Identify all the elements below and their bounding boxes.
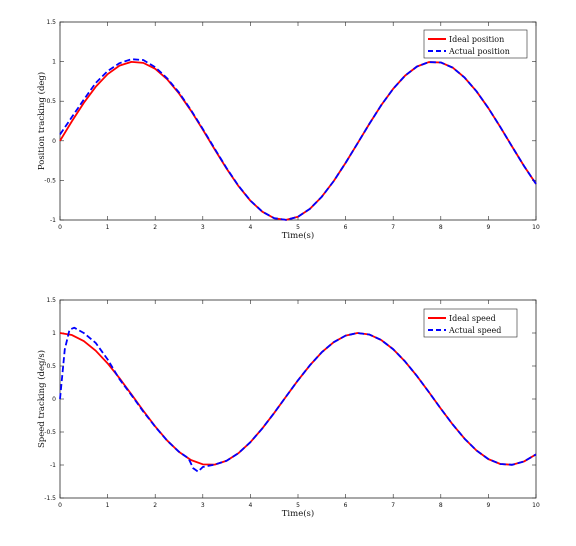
speed-x-tick-label: 4 <box>248 502 252 509</box>
legend-label-ideal-speed: Ideal speed <box>449 314 496 323</box>
position-x-tick-label: 1 <box>106 224 110 231</box>
speed-y-tick-label: 0 <box>52 396 56 403</box>
position-x-axis-label: Time(s) <box>282 230 314 241</box>
speed-x-tick-label: 10 <box>532 502 540 509</box>
speed-chart: 0 1 2 3 4 5 6 7 8 9 10 -1.5 -1 -0.5 0 0.5 1 1.5 Time(s) S… <box>36 297 540 519</box>
speed-y-axis-label: Speed tracking (deg/s) <box>36 350 47 448</box>
position-y-tick-label: 1 <box>52 59 56 66</box>
speed-x-tick-label: 8 <box>439 502 443 509</box>
legend-label-actual-speed: Actual speed <box>448 326 501 335</box>
speed-y-tick-label: -1.5 <box>44 495 56 502</box>
speed-y-tick-label: 0.5 <box>46 363 56 370</box>
position-x-tick-label: 9 <box>486 224 490 231</box>
position-y-tick-label: 0 <box>52 138 56 145</box>
position-x-tick-label: 8 <box>439 224 443 231</box>
speed-legend-box <box>423 308 518 338</box>
speed-legend: Ideal speed Actual speed <box>423 308 518 338</box>
position-x-tick-label: 4 <box>248 224 252 231</box>
position-y-tick-label: -1 <box>50 217 56 224</box>
position-y-axis-label: Position tracking (deg) <box>36 72 47 170</box>
position-chart: 0 1 2 3 4 5 6 7 8 9 10 -1 -0.5 0 0.5 1 1.5 Time(s) Posit… <box>36 19 540 241</box>
speed-x-tick-label: 3 <box>201 502 205 509</box>
speed-x-tick-label: 9 <box>486 502 490 509</box>
speed-x-axis-label: Time(s) <box>282 508 314 519</box>
position-y-tick-label: 0.5 <box>46 98 56 105</box>
position-legend: Ideal position Actual position <box>423 29 528 59</box>
speed-y-tick-label: 1 <box>52 330 56 337</box>
position-legend-box <box>423 29 528 59</box>
speed-x-tick-label: 5 <box>296 502 300 509</box>
legend-label-actual-position: Actual position <box>448 47 510 56</box>
position-x-tick-label: 5 <box>296 224 300 231</box>
speed-y-tick-label: -0.5 <box>44 429 56 436</box>
speed-y-tick-label: -1 <box>50 462 56 469</box>
speed-x-tick-label: 2 <box>153 502 157 509</box>
position-x-tick-label: 7 <box>391 224 395 231</box>
speed-y-tick-label: 1.5 <box>46 297 56 304</box>
position-y-tick-label: -0.5 <box>44 177 56 184</box>
position-x-tick-label: 0 <box>58 224 62 231</box>
position-x-tick-label: 2 <box>153 224 157 231</box>
speed-x-tick-label: 1 <box>106 502 110 509</box>
speed-x-tick-label: 6 <box>344 502 348 509</box>
speed-x-tick-label: 7 <box>391 502 395 509</box>
speed-x-tick-label: 0 <box>58 502 62 509</box>
position-x-tick-label: 3 <box>201 224 205 231</box>
position-series-actual-position <box>59 58 537 221</box>
position-x-tick-label: 10 <box>532 224 540 231</box>
legend-label-ideal-position: Ideal position <box>449 35 504 44</box>
position-y-tick-label: 1.5 <box>46 19 56 26</box>
position-x-tick-label: 6 <box>344 224 348 231</box>
speed-series-actual-speed <box>59 326 537 473</box>
